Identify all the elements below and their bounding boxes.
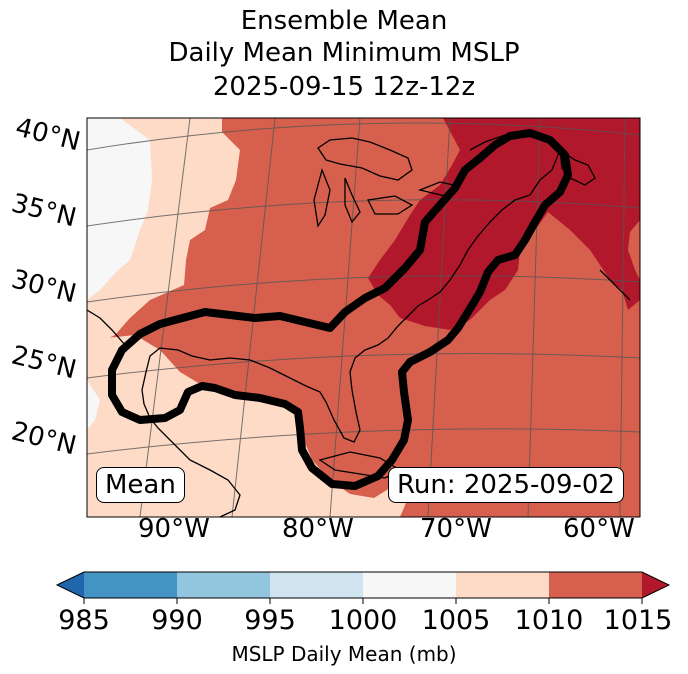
- run-label: Run: 2025-09-02: [388, 467, 624, 503]
- colorbar-label: MSLP Daily Mean (mb): [231, 642, 457, 666]
- mean-label: Mean: [96, 467, 185, 503]
- colorbar-tick-1010: 1010: [514, 605, 584, 636]
- lon-label-70w: 70°W: [420, 514, 492, 544]
- colorbar-bin-1005-1010: [456, 572, 549, 598]
- pressure-region-1000-south: [87, 380, 100, 430]
- colorbar-bin-1000-1005: [363, 572, 456, 598]
- colorbar-bin-985-990: [84, 572, 177, 598]
- pressure-region-1015: [368, 118, 640, 330]
- colorbar-tick-985: 985: [58, 605, 110, 636]
- colorbar-tick-1000: 1000: [328, 605, 398, 636]
- coastlines: [87, 129, 631, 517]
- lon-label-90w: 90°W: [138, 514, 210, 544]
- title-line-1: Ensemble Mean: [240, 6, 448, 36]
- title-line-3: 2025-09-15 12z-12z: [212, 72, 476, 102]
- colorbar-extend-low: [57, 572, 84, 598]
- colorbar-tick-995: 995: [244, 605, 296, 636]
- colorbar-bin-990-995: [177, 572, 270, 598]
- colorbar: [55, 571, 671, 604]
- colorbar-tick-990: 990: [151, 605, 203, 636]
- colorbar-extend-high: [642, 572, 669, 598]
- pressure-region-1000: [87, 118, 152, 300]
- lon-label-80w: 80°W: [282, 514, 354, 544]
- map-frame: [86, 117, 641, 518]
- colorbar-tick-1015: 1015: [603, 605, 673, 636]
- title-line-2: Daily Mean Minimum MSLP: [168, 38, 520, 68]
- colorbar-tick-1005: 1005: [421, 605, 491, 636]
- ensemble-mean-contour: [108, 129, 572, 490]
- lon-label-60w: 60°W: [563, 514, 635, 544]
- colorbar-bin-995-1000: [270, 572, 363, 598]
- graticule: [87, 118, 640, 517]
- colorbar-bin-1010-1015: [549, 572, 642, 598]
